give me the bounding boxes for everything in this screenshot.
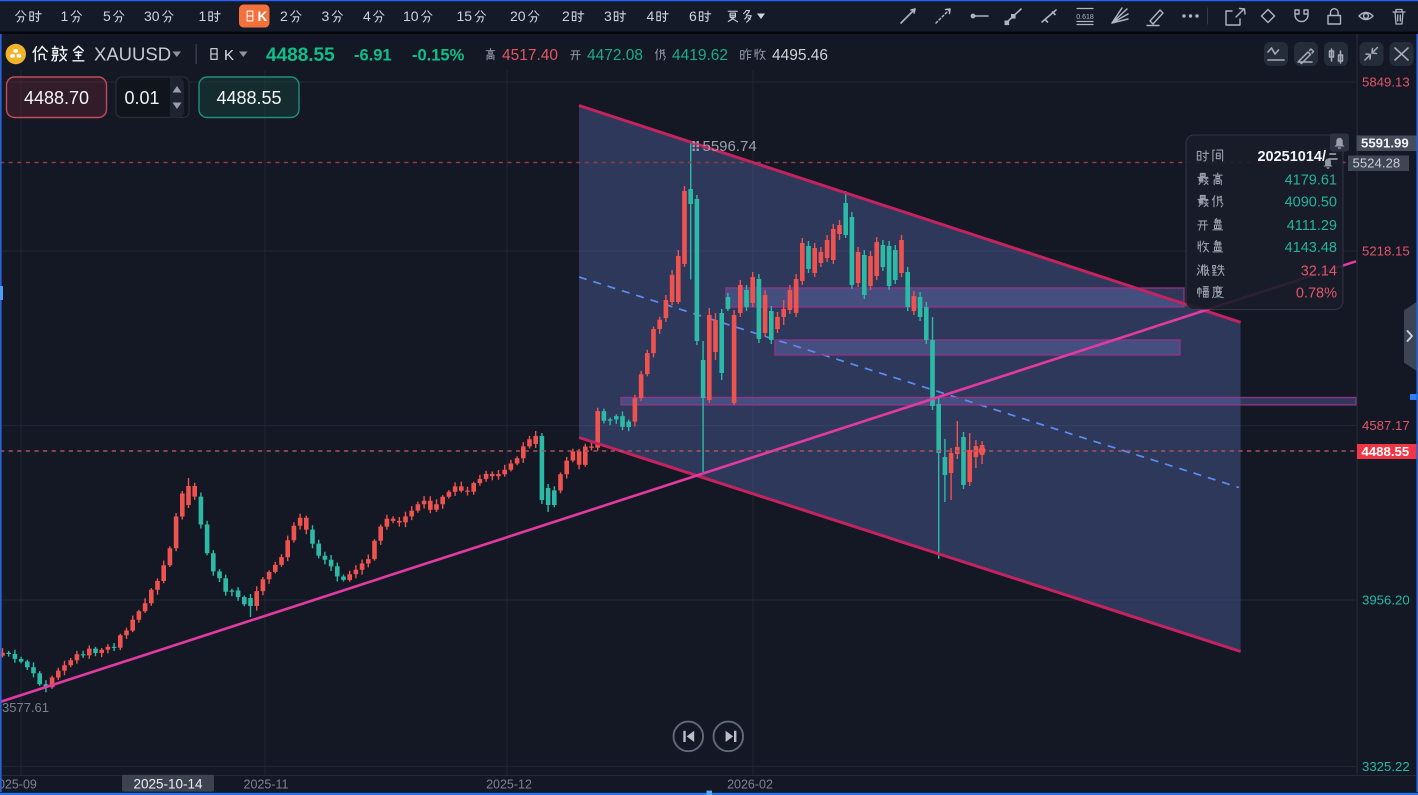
svg-text:4517.40: 4517.40 [502, 47, 558, 64]
svg-text:0.01: 0.01 [124, 88, 159, 108]
svg-text:1: 1 [61, 8, 69, 24]
svg-text:4495.46: 4495.46 [772, 47, 828, 64]
svg-text:5596.74: 5596.74 [703, 138, 757, 155]
svg-text:3956.20: 3956.20 [1362, 592, 1410, 607]
svg-text:3: 3 [322, 8, 330, 24]
svg-text:2025-10-14: 2025-10-14 [133, 776, 203, 791]
svg-text:3: 3 [604, 8, 612, 24]
svg-text:5: 5 [103, 8, 111, 24]
svg-text:XAUUSD: XAUUSD [94, 44, 171, 65]
svg-text:15: 15 [457, 8, 473, 24]
svg-text:4179.61: 4179.61 [1285, 172, 1337, 188]
svg-text:2: 2 [562, 8, 570, 24]
svg-text:3325.22: 3325.22 [1362, 759, 1410, 774]
svg-text:4587.17: 4587.17 [1362, 418, 1410, 433]
svg-text:K: K [224, 47, 234, 64]
svg-text:5218.15: 5218.15 [1362, 243, 1410, 258]
svg-text:4: 4 [647, 8, 655, 24]
svg-text:K: K [258, 9, 268, 24]
svg-text:1: 1 [199, 8, 207, 24]
svg-text:4143.48: 4143.48 [1285, 240, 1337, 256]
svg-text:10: 10 [403, 8, 419, 24]
svg-text:4: 4 [363, 8, 371, 24]
svg-text:0.78%: 0.78% [1296, 285, 1337, 301]
svg-text:20251014/: 20251014/ [1257, 149, 1326, 165]
svg-text:5591.99: 5591.99 [1361, 136, 1409, 151]
svg-text:4090.50: 4090.50 [1285, 194, 1337, 210]
svg-text:32.14: 32.14 [1301, 263, 1337, 279]
svg-text:4111.29: 4111.29 [1287, 218, 1337, 234]
svg-text:2026-02: 2026-02 [727, 777, 773, 791]
svg-text:4488.55: 4488.55 [1362, 444, 1410, 459]
svg-text:4472.08: 4472.08 [587, 47, 643, 64]
svg-text:-6.91: -6.91 [354, 47, 392, 65]
svg-text:-0.15%: -0.15% [412, 47, 465, 65]
svg-text:2025-11: 2025-11 [244, 777, 289, 791]
svg-text:0.618: 0.618 [1076, 14, 1094, 21]
svg-text:30: 30 [144, 8, 160, 24]
svg-text:4419.62: 4419.62 [672, 47, 728, 64]
svg-text:4488.55: 4488.55 [216, 88, 281, 108]
svg-text:2025-12: 2025-12 [486, 777, 532, 791]
svg-text:3577.61: 3577.61 [2, 700, 49, 715]
svg-text:5524.28: 5524.28 [1353, 156, 1401, 171]
svg-text:4488.55: 4488.55 [266, 45, 335, 66]
svg-text:2: 2 [280, 8, 288, 24]
svg-text:2025-09: 2025-09 [0, 778, 37, 792]
svg-text:4488.70: 4488.70 [24, 88, 89, 108]
svg-text:6: 6 [689, 8, 697, 24]
svg-text:5849.13: 5849.13 [1362, 74, 1410, 89]
svg-text:20: 20 [510, 8, 526, 24]
